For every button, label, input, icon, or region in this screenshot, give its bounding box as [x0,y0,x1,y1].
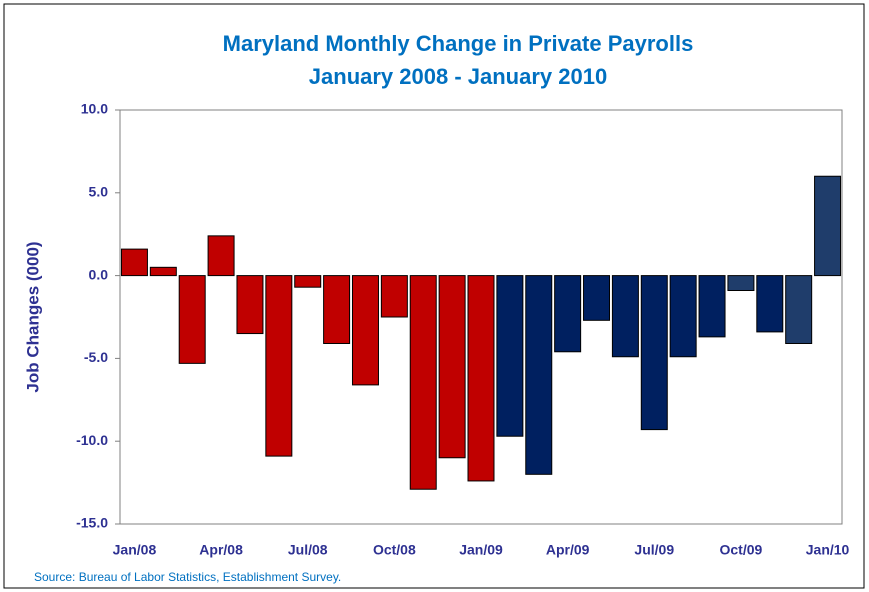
bar [785,275,813,344]
x-tick-label: Oct/09 [720,542,763,558]
x-tick-label: Jul/08 [288,542,328,558]
x-tick-label: Oct/08 [373,542,416,558]
bar [814,175,842,277]
bar [727,275,755,292]
y-tick-label: 0.0 [89,266,109,282]
bar [409,275,437,490]
x-tick-label: Jan/09 [459,542,503,558]
bar [120,248,148,277]
y-tick-label: -5.0 [84,349,108,365]
bar [294,275,322,288]
bar [178,275,206,364]
y-axis-label: Job Changes (000) [23,241,42,392]
x-tick-label: Jul/09 [634,542,674,558]
bar [554,275,582,353]
x-tick-label: Jan/10 [806,542,850,558]
x-tick-label: Apr/08 [199,542,243,558]
source-note: Source: Bureau of Labor Statistics, Esta… [34,570,341,584]
y-tick-label: -15.0 [76,515,108,531]
y-tick-label: -10.0 [76,432,108,448]
y-tick-label: 10.0 [81,101,108,117]
y-tick-label: 5.0 [89,184,109,200]
bar [207,235,235,277]
bar [149,266,177,277]
bar [583,275,611,321]
bar [380,275,408,318]
bar [265,275,293,457]
x-tick-label: Jan/08 [113,542,157,558]
bar [351,275,379,386]
bar [640,275,668,431]
x-tick-label: Apr/09 [546,542,590,558]
bar [525,275,553,475]
bar [236,275,264,335]
chart-title: Maryland Monthly Change in Private Payro… [223,31,694,56]
bar [467,275,495,482]
plot-area [119,109,843,525]
bar [698,275,726,338]
bar [323,275,351,344]
bar [756,275,784,333]
chart-subtitle: January 2008 - January 2010 [309,64,607,89]
bar [669,275,697,358]
bar [438,275,466,459]
bar [496,275,524,437]
bar [611,275,639,358]
